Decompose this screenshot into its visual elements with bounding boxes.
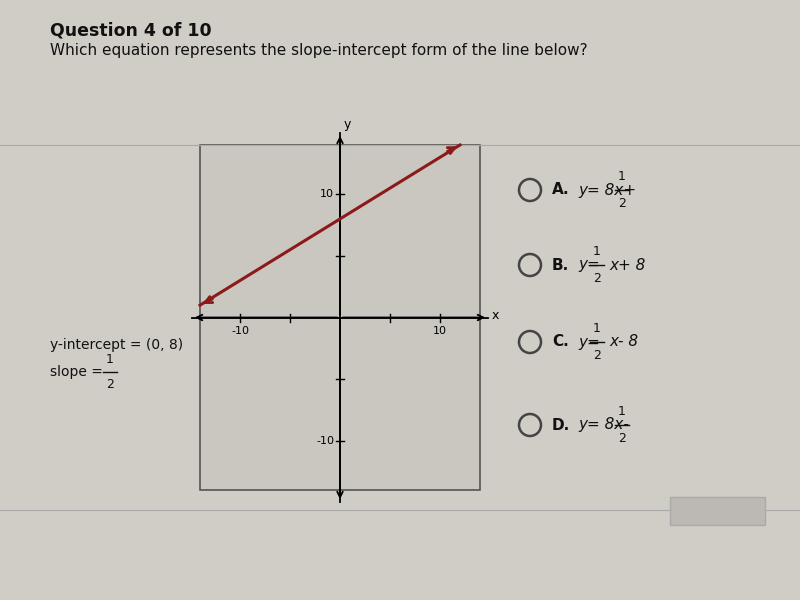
Text: y-intercept = (0, 8): y-intercept = (0, 8) xyxy=(50,338,183,352)
Text: A.: A. xyxy=(552,182,570,197)
Text: Which equation represents the slope-intercept form of the line below?: Which equation represents the slope-inte… xyxy=(50,43,588,58)
Text: 10: 10 xyxy=(320,189,334,199)
Text: y= 8x-: y= 8x- xyxy=(578,418,634,433)
Text: 2: 2 xyxy=(106,378,114,391)
Text: 1: 1 xyxy=(106,353,114,366)
Text: 2: 2 xyxy=(593,349,601,362)
Text: x- 8: x- 8 xyxy=(609,335,638,349)
Bar xyxy=(200,145,480,490)
Text: C.: C. xyxy=(552,335,569,349)
Text: y=: y= xyxy=(578,257,605,272)
Text: 2: 2 xyxy=(618,432,626,445)
Text: Question 4 of 10: Question 4 of 10 xyxy=(50,22,212,40)
Text: 2: 2 xyxy=(618,197,626,210)
Text: 2: 2 xyxy=(593,272,601,285)
Text: y= 8x+: y= 8x+ xyxy=(578,182,641,197)
Text: x: x xyxy=(492,309,499,322)
Text: y=: y= xyxy=(578,335,605,349)
Text: B.: B. xyxy=(552,257,570,272)
Bar xyxy=(670,497,765,525)
Text: SUBMIT: SUBMIT xyxy=(693,505,741,517)
Text: D.: D. xyxy=(552,418,570,433)
Text: y: y xyxy=(344,118,351,131)
Text: 1: 1 xyxy=(618,170,626,183)
Text: x+ 8: x+ 8 xyxy=(609,257,646,272)
Text: -10: -10 xyxy=(316,436,334,446)
Text: 10: 10 xyxy=(433,325,447,335)
Text: -10: -10 xyxy=(231,325,249,335)
Text: 1: 1 xyxy=(593,322,601,335)
Text: slope =: slope = xyxy=(50,365,107,379)
Text: 1: 1 xyxy=(593,245,601,258)
Text: 1: 1 xyxy=(618,405,626,418)
